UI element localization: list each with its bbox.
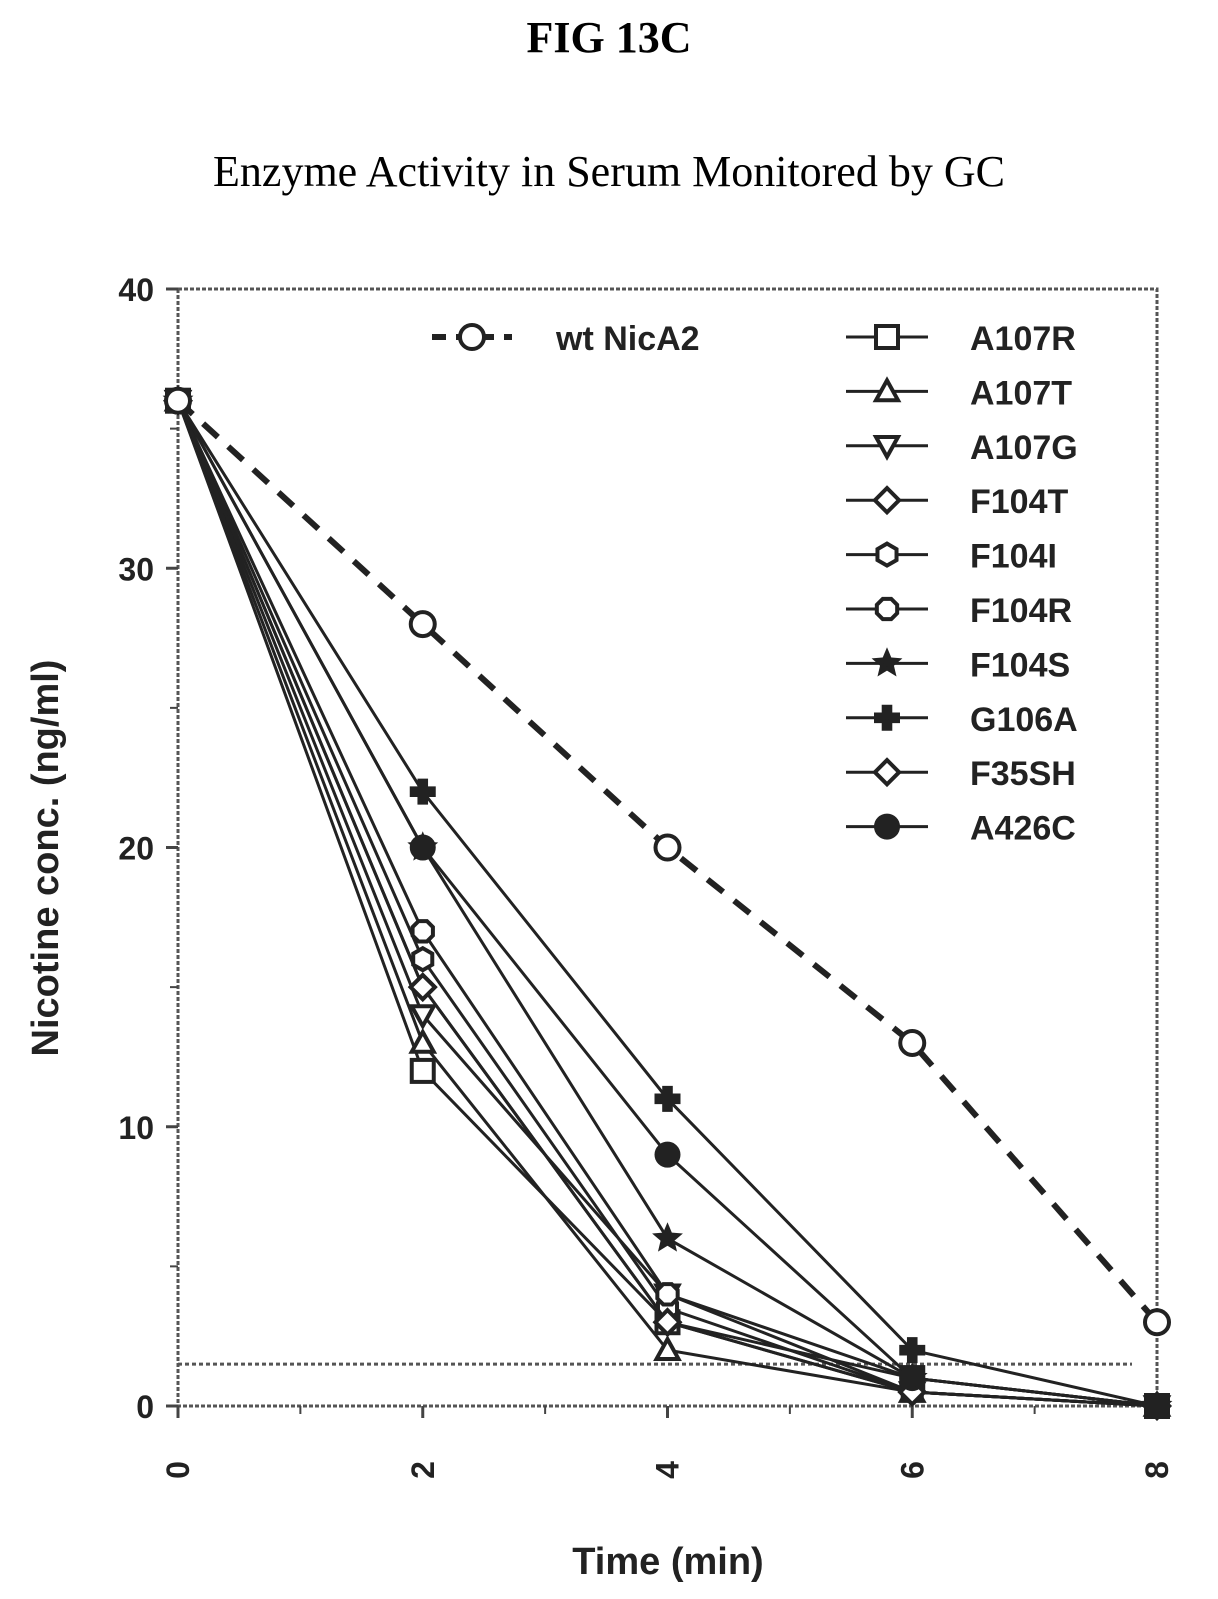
data-point-wt-nica2: [164, 386, 192, 415]
data-point-g106a: [409, 778, 436, 805]
figure-label: FIG 13C: [526, 13, 692, 62]
legend-entry-f104s: F104S: [846, 646, 1070, 684]
data-point-f104r: [655, 1282, 680, 1307]
chart-title: Enzyme Activity in Serum Monitored by GC: [213, 147, 1005, 196]
legend-label: A107T: [970, 374, 1072, 412]
data-point-wt-nica2: [653, 833, 682, 862]
data-point-g106a: [899, 1337, 926, 1364]
data-point-a107g: [408, 1004, 438, 1031]
legend-marker: [874, 813, 900, 840]
data-point-f35sh: [652, 1307, 683, 1338]
data-point-f35sh: [407, 972, 438, 1003]
data-point-a107r: [409, 1057, 436, 1084]
y-tick-label-40: 40: [118, 272, 154, 308]
data-point-f104s: [652, 1222, 683, 1252]
legend-entry-a426c: A426C: [846, 810, 1076, 848]
data-point-a107t: [408, 1027, 438, 1054]
legend-label: F104I: [970, 538, 1057, 576]
y-axis-label: Nicotine conc. (ng/ml): [25, 660, 67, 1057]
data-point-a426c: [654, 1141, 681, 1168]
legend-entry-a107t: A107T: [846, 374, 1072, 412]
legend-marker: [875, 541, 899, 568]
x-axis-label: Time (min): [572, 1541, 763, 1583]
axis-ticks: 0 10 20 30 40 0 2 4 6 8: [118, 272, 1175, 1479]
legend-marker: [872, 435, 902, 461]
legend-label: G106A: [970, 701, 1078, 739]
y-tick-label-10: 10: [118, 1110, 154, 1146]
legend-label: A426C: [970, 810, 1076, 848]
data-point-f104i: [411, 945, 435, 973]
legend-marker: [874, 596, 900, 622]
data-point-wt-nica2: [408, 610, 437, 639]
y-tick-label-30: 30: [118, 551, 154, 587]
data-point-g106a: [654, 1085, 681, 1112]
legend-label: A107R: [970, 320, 1076, 358]
legend-label: F104S: [970, 646, 1070, 684]
legend-label: wt NicA2: [555, 320, 700, 358]
legend-entry-f35sh: F35SH: [846, 755, 1076, 793]
data-point-f104r: [410, 919, 435, 944]
data-point-wt-nica2: [898, 1028, 927, 1057]
y-tick-label-20: 20: [118, 831, 154, 867]
data-point-a426c: [409, 834, 436, 861]
legend-entry-wt-nica2: wt NicA2: [432, 320, 700, 358]
legend-entry-f104r: F104R: [846, 592, 1072, 630]
data-point-a426c: [899, 1365, 926, 1392]
data-point-a426c: [1144, 1393, 1170, 1419]
series-group: [162, 384, 1173, 1422]
series-wt-nica2: [164, 386, 1171, 1337]
y-tick-label-0: 0: [136, 1389, 154, 1425]
x-tick-label-8: 8: [1139, 1461, 1175, 1479]
legend-label: F35SH: [970, 755, 1076, 793]
legend-marker: [871, 647, 903, 677]
data-point-wt-nica2: [1143, 1308, 1171, 1337]
legend-entry-f104t: F104T: [846, 483, 1068, 521]
legend-entry-a107r: A107R: [846, 320, 1076, 358]
legend-label: F104R: [970, 592, 1072, 630]
x-tick-label-2: 2: [405, 1461, 441, 1479]
legend-marker: [874, 324, 900, 350]
legend-label: A107G: [970, 429, 1078, 467]
legend-marker: [872, 376, 902, 403]
legend-marker: [458, 323, 486, 351]
x-tick-label-4: 4: [650, 1461, 686, 1479]
legend: wt NicA2 A107R A107T A107G F104T F104I F104R F1…: [432, 320, 1078, 848]
legend-entry-a107g: A107G: [846, 429, 1078, 467]
legend-entry-f104i: F104I: [846, 538, 1057, 576]
legend-label: F104T: [970, 483, 1068, 521]
x-tick-label-6: 6: [894, 1461, 930, 1479]
legend-marker: [872, 757, 902, 788]
series-a426c: [165, 387, 1170, 1419]
x-tick-label-0: 0: [160, 1461, 196, 1479]
legend-marker: [872, 485, 902, 516]
data-point-a107t: [653, 1335, 682, 1361]
legend-marker: [874, 704, 900, 731]
legend-entry-g106a: G106A: [846, 701, 1078, 739]
